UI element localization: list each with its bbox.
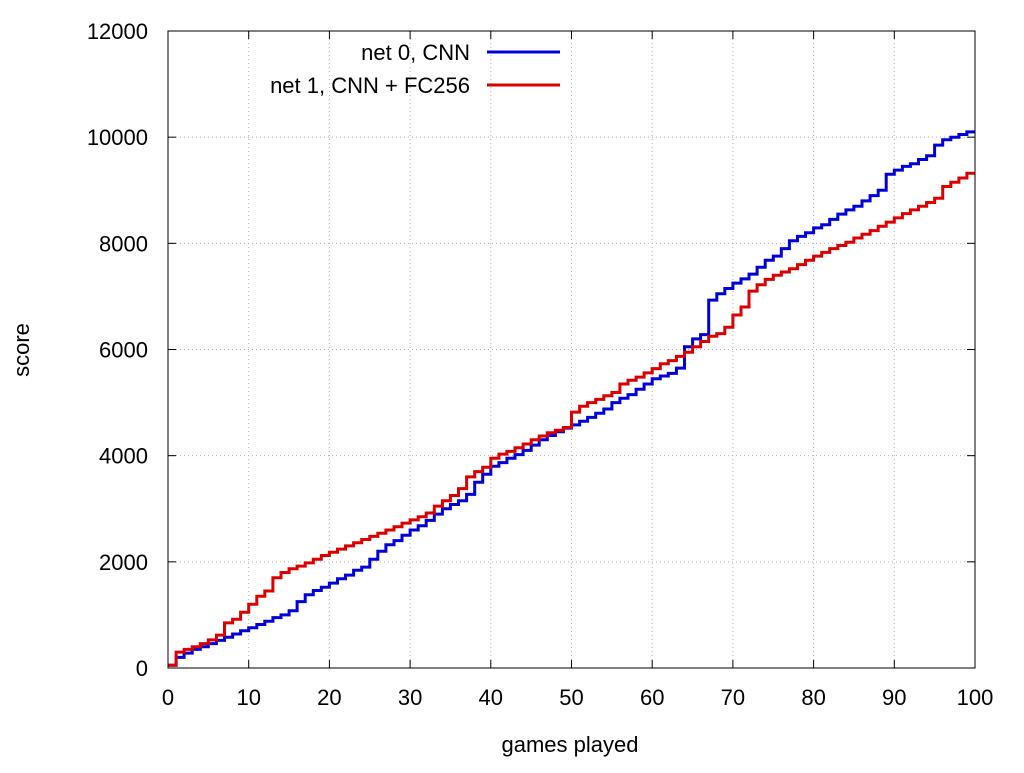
legend: net 0, CNN net 1, CNN + FC256 xyxy=(270,40,560,98)
x-tick-label: 30 xyxy=(398,685,422,710)
y-tick-label: 4000 xyxy=(99,444,148,469)
y-tick-label: 10000 xyxy=(87,125,148,150)
data-series xyxy=(168,130,975,667)
x-tick-label: 20 xyxy=(317,685,341,710)
x-tick-label: 80 xyxy=(801,685,825,710)
x-tick-label: 70 xyxy=(721,685,745,710)
y-tick-label: 0 xyxy=(136,656,148,681)
x-tick-label: 60 xyxy=(640,685,664,710)
y-tick-label: 8000 xyxy=(99,231,148,256)
x-tick-label: 100 xyxy=(957,685,994,710)
x-axis-label: games played xyxy=(502,732,639,757)
y-tick-label: 6000 xyxy=(99,338,148,363)
grid-lines xyxy=(168,31,975,668)
x-tick-label: 40 xyxy=(479,685,503,710)
y-axis-label: score xyxy=(9,323,34,377)
legend-label-0: net 0, CNN xyxy=(361,40,470,65)
x-tick-label: 50 xyxy=(559,685,583,710)
axis-ticks: 0 10 20 30 40 50 60 70 80 90 100 0 2000 4000 6000 8000 1… xyxy=(87,19,994,710)
y-tick-label: 12000 xyxy=(87,19,148,44)
y-tick-label: 2000 xyxy=(99,550,148,575)
x-tick-label: 0 xyxy=(162,685,174,710)
x-tick-label: 90 xyxy=(882,685,906,710)
x-tick-label: 10 xyxy=(236,685,260,710)
legend-label-1: net 1, CNN + FC256 xyxy=(270,73,470,98)
series-line-1 xyxy=(168,171,975,667)
